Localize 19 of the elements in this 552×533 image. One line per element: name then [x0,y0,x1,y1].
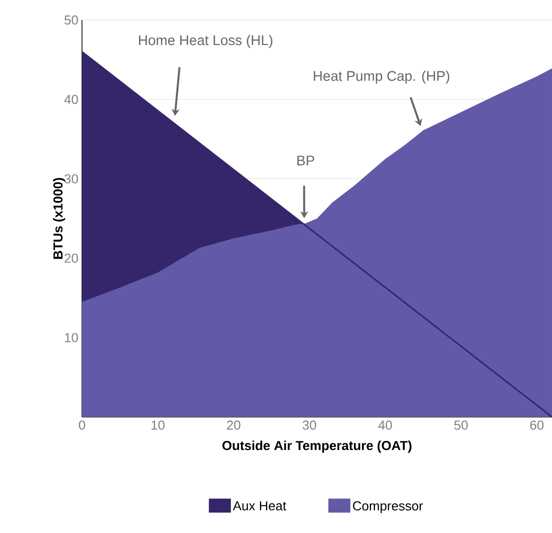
annotation: Home Heat Loss (HL) [139,34,272,48]
y-tick-label: 10 [65,332,78,342]
legend-label: Compressor [352,501,423,514]
x-axis-title: Outside Air Temperature (OAT) [222,440,412,453]
x-tick-label: 30 [302,420,316,430]
y-tick-label: 50 [64,15,78,25]
x-tick-label: 40 [378,420,392,430]
y-tick-label: 40 [64,94,78,104]
x-tick-label: 20 [227,420,240,430]
annotation: BP [297,156,314,166]
x-tick-label: 10 [152,420,165,430]
legend-label: Aux Heat [232,501,286,510]
y-tick-label: 20 [64,254,78,263]
y-axis-title: BTUs (x1000) [53,178,66,259]
x-tick-label: 0 [78,420,86,430]
x-tick-label: 50 [454,420,468,430]
annotation: Heat Pump Cap. (HP) [314,70,450,84]
y-tick-label: 30 [64,174,78,184]
x-tick-label: 60 [530,420,544,430]
